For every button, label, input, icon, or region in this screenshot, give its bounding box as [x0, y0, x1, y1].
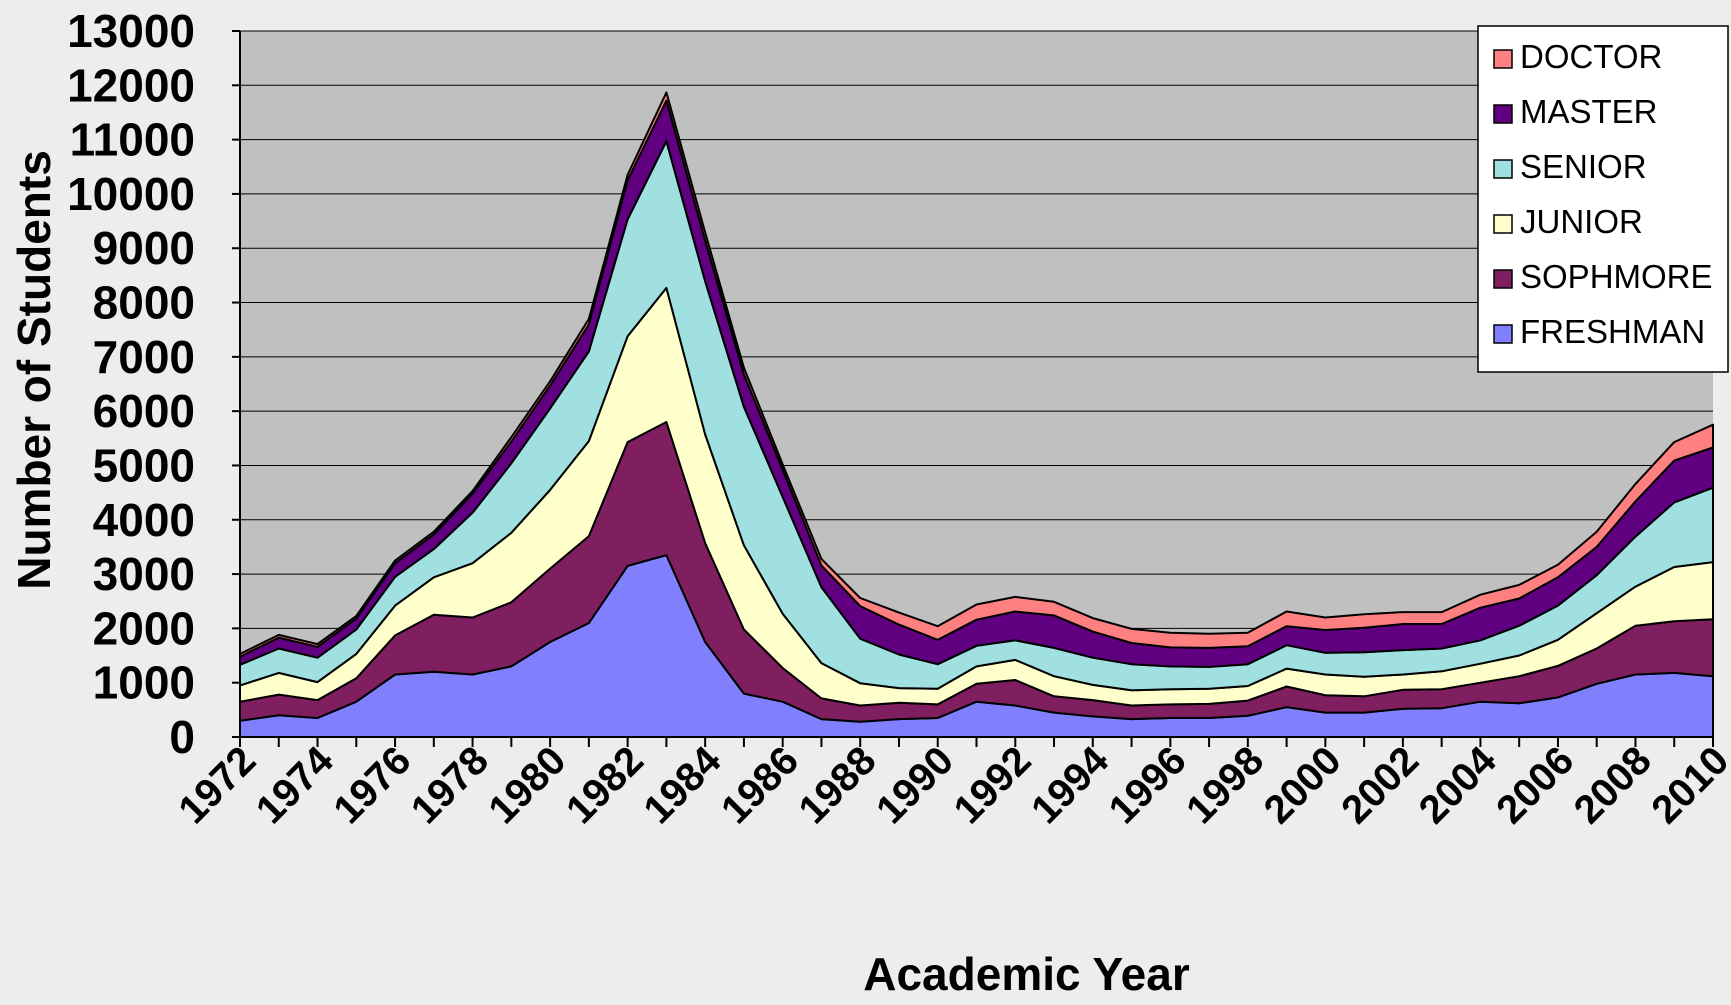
- y-tick-label-6000: 6000: [93, 385, 195, 437]
- x-tick-label-1992: 1992: [946, 738, 1040, 832]
- x-tick-label-2004: 2004: [1411, 738, 1506, 833]
- y-tick-label-4000: 4000: [93, 494, 195, 546]
- legend-swatch-senior: [1493, 159, 1513, 179]
- legend-label-sophmore: SOPHMORE: [1520, 258, 1713, 295]
- legend-label-master: MASTER: [1520, 93, 1658, 130]
- legend-label-doctor: DOCTOR: [1520, 38, 1662, 75]
- x-tick-label-2000: 2000: [1256, 738, 1350, 832]
- x-tick-label-1988: 1988: [791, 738, 885, 832]
- area-doctor: [239, 91, 1714, 658]
- legend-label-junior: JUNIOR: [1520, 203, 1643, 240]
- legend-swatch-sophmore: [1493, 269, 1513, 289]
- x-tick-label-1980: 1980: [480, 738, 574, 832]
- y-tick-label-9000: 9000: [93, 222, 195, 274]
- y-axis-title: Number of Students: [8, 150, 60, 590]
- legend-swatch-master: [1493, 104, 1513, 124]
- x-tick-label-2010: 2010: [1643, 738, 1731, 832]
- y-tick-label-0: 0: [169, 711, 195, 763]
- y-tick-label-12000: 12000: [67, 59, 195, 111]
- x-tick-label-1990: 1990: [868, 738, 962, 832]
- x-axis-title: Academic Year: [863, 948, 1190, 1000]
- y-tick-label-13000: 13000: [67, 5, 195, 57]
- x-tick-label-1982: 1982: [558, 738, 652, 832]
- x-tick-label-1976: 1976: [325, 738, 419, 832]
- x-tick-label-1996: 1996: [1101, 738, 1195, 832]
- x-tick-label-1974: 1974: [248, 738, 343, 833]
- y-tick-label-5000: 5000: [93, 439, 195, 491]
- y-tick-label-3000: 3000: [93, 548, 195, 600]
- y-tick-label-2000: 2000: [93, 602, 195, 654]
- x-tick-label-1986: 1986: [713, 738, 807, 832]
- x-tick-label-2006: 2006: [1488, 738, 1582, 832]
- y-tick-label-11000: 11000: [70, 114, 195, 166]
- legend-swatch-junior: [1493, 214, 1513, 234]
- y-tick-label-8000: 8000: [93, 277, 195, 329]
- legend-label-senior: SENIOR: [1520, 148, 1647, 185]
- y-tick-label-7000: 7000: [93, 331, 195, 383]
- legend-swatch-freshman: [1493, 324, 1513, 344]
- x-tick-label-1998: 1998: [1178, 738, 1272, 832]
- y-tick-label-10000: 10000: [67, 168, 195, 220]
- x-tick-label-2002: 2002: [1333, 738, 1427, 832]
- legend-swatch-doctor: [1493, 49, 1513, 69]
- x-tick-label-2008: 2008: [1566, 738, 1660, 832]
- legend-label-freshman: FRESHMAN: [1520, 313, 1705, 350]
- legend-box: [1477, 25, 1729, 373]
- x-tick-label-1984: 1984: [635, 738, 730, 833]
- y-tick-label-1000: 1000: [93, 657, 195, 709]
- x-tick-label-1994: 1994: [1023, 738, 1118, 833]
- x-tick-label-1978: 1978: [403, 738, 497, 832]
